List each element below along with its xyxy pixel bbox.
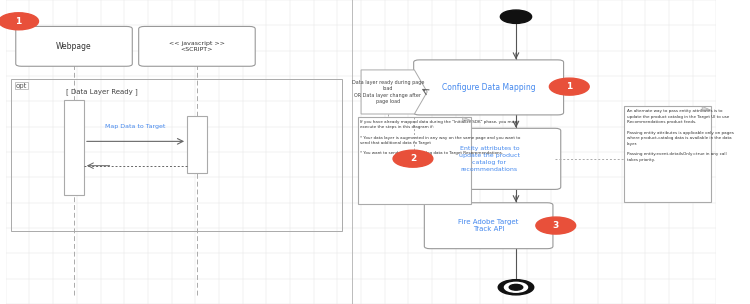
Text: 1: 1 [566,82,572,91]
FancyBboxPatch shape [414,60,563,115]
Text: 3: 3 [553,221,559,230]
Circle shape [550,78,590,95]
Text: If you have already mapped data during the "Initialize SDK" phase, you must
exec: If you have already mapped data during t… [361,120,520,155]
Text: 2: 2 [410,154,416,163]
Text: << javascript >>
<SCRIPT>: << javascript >> <SCRIPT> [169,41,225,52]
FancyBboxPatch shape [358,117,471,204]
Text: 1: 1 [16,17,22,26]
Text: Fire Adobe Target
Track API: Fire Adobe Target Track API [458,219,519,232]
Circle shape [536,217,576,234]
Circle shape [0,13,38,30]
Text: Map Data to Target: Map Data to Target [105,124,166,129]
Polygon shape [361,70,428,114]
Circle shape [509,285,523,290]
Circle shape [505,282,527,292]
Polygon shape [463,117,471,121]
Circle shape [498,280,534,295]
FancyBboxPatch shape [418,128,561,189]
Text: An alternate way to pass entity attributes is to
update the product catalog in t: An alternate way to pass entity attribut… [627,109,734,162]
FancyBboxPatch shape [624,106,711,202]
FancyBboxPatch shape [64,100,84,195]
Text: opt: opt [16,83,27,89]
FancyBboxPatch shape [16,26,132,66]
FancyBboxPatch shape [187,116,207,173]
Circle shape [500,10,532,23]
Text: Data layer ready during page
load
OR Data layer change after
page load: Data layer ready during page load OR Dat… [352,80,424,104]
FancyBboxPatch shape [424,203,553,249]
Text: Webpage: Webpage [56,42,92,51]
Text: Entity attributes to
update the product
catalog for
recommendations: Entity attributes to update the product … [459,146,520,172]
Circle shape [393,150,433,167]
FancyBboxPatch shape [139,26,255,66]
Text: [ Data Layer Ready ]: [ Data Layer Ready ] [66,88,138,95]
Text: Configure Data Mapping: Configure Data Mapping [442,83,536,92]
Polygon shape [702,106,711,110]
Bar [11,79,342,231]
